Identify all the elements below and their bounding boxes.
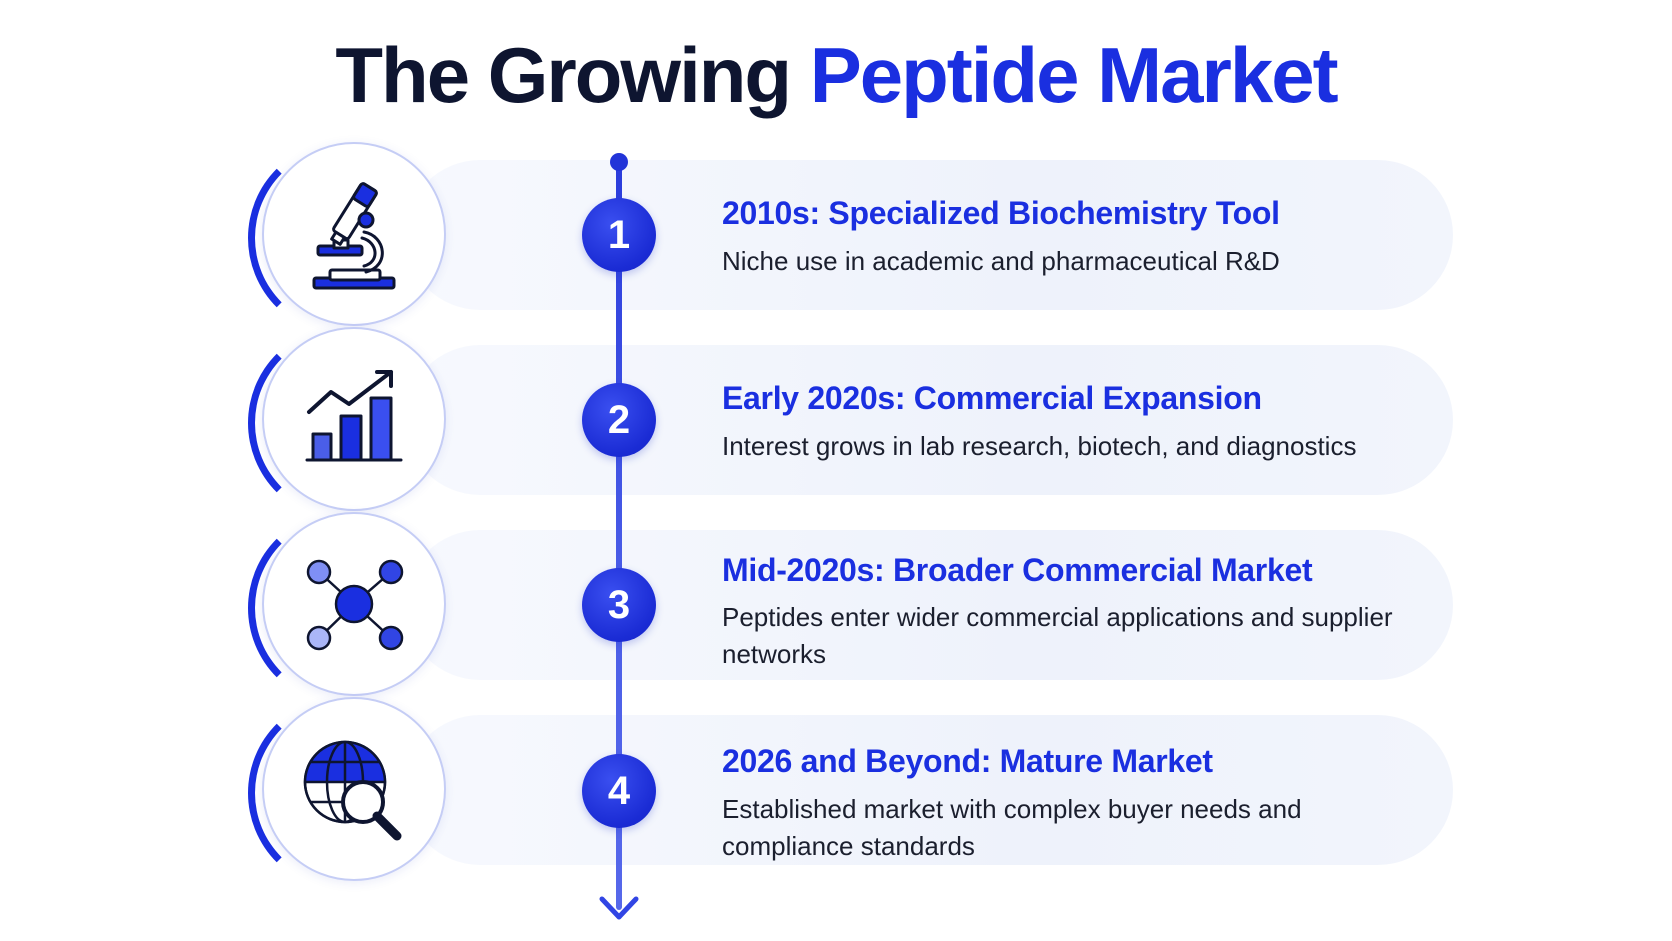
title-part-accent: Peptide Market (809, 31, 1339, 119)
globe-search-icon (303, 740, 402, 841)
step-heading-1: 2010s: Specialized Biochemistry Tool (722, 195, 1280, 231)
network-icon (306, 559, 404, 651)
microscope-icon (312, 182, 396, 290)
step-description-2: Interest grows in lab research, biotech,… (722, 431, 1357, 461)
step-heading-4: 2026 and Beyond: Mature Market (722, 743, 1213, 779)
icon-arc-2 (248, 325, 444, 521)
step-number-2: 2 (582, 383, 656, 457)
step-description-1: Niche use in academic and pharmaceutical… (722, 246, 1280, 276)
timeline-card-1 (405, 160, 1453, 310)
timeline-arrow-icon (599, 896, 639, 920)
step-heading-3: Mid-2020s: Broader Commercial Market (722, 552, 1313, 588)
timeline-start-dot (610, 153, 628, 171)
icon-circle-4 (262, 697, 446, 881)
step-heading-2: Early 2020s: Commercial Expansion (722, 380, 1262, 416)
step-description-4: Established market with complex buyer ne… (722, 794, 1302, 861)
icon-circle-3 (262, 512, 446, 696)
page-title: The Growing Peptide Market (0, 30, 1672, 121)
icon-arc-4 (248, 695, 444, 891)
timeline-card-2 (405, 345, 1453, 495)
step-number-1: 1 (582, 198, 656, 272)
growth-chart-icon (305, 370, 403, 462)
step-number-4: 4 (582, 754, 656, 828)
timeline-card-4 (405, 715, 1453, 865)
timeline-line (616, 162, 622, 910)
title-part-dark: The Growing (335, 31, 792, 119)
step-description-3: Peptides enter wider commercial applicat… (722, 602, 1393, 669)
step-number-3: 3 (582, 568, 656, 642)
icon-circle-1 (262, 142, 446, 326)
icon-arc-3 (248, 510, 444, 706)
timeline-card-3 (405, 530, 1453, 680)
icon-circle-2 (262, 327, 446, 511)
icon-arc-1 (248, 140, 444, 336)
